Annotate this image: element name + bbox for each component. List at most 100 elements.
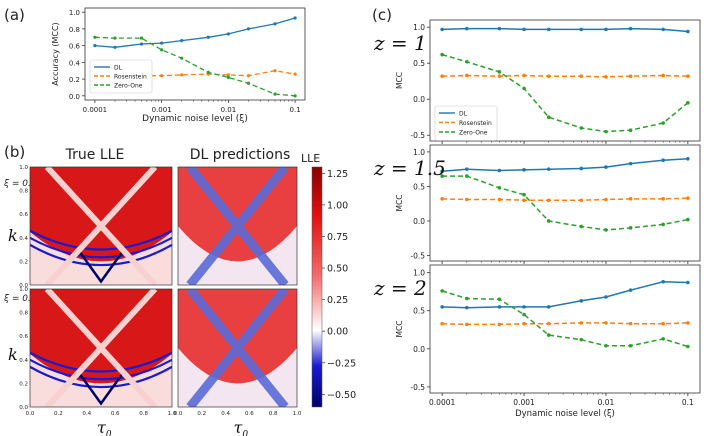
data-point-zero-one [522, 192, 526, 197]
heatmap-x-tick-label: 0.0 [26, 411, 35, 417]
data-point-rosenstein [546, 198, 551, 203]
data-point-zero-one [604, 343, 608, 348]
data-point-rosenstein [579, 198, 584, 203]
data-point-zero-one [579, 126, 584, 130]
data-point-rosenstein [546, 74, 551, 78]
data-point-dl [180, 39, 184, 43]
heatmap-true-lle-xi-0001: 0.0 0.2 0.4 0.6 0.8 1.0 [19, 165, 173, 289]
data-point-dl [661, 158, 665, 162]
data-point-dl [160, 41, 164, 45]
data-point-dl [139, 42, 144, 46]
y-tick-label: 0.2 [69, 76, 80, 84]
heatmap-x-tick-label: 0.6 [245, 411, 254, 417]
data-point-rosenstein [497, 197, 502, 202]
heatmap-x-tick-label: 1.0 [168, 411, 177, 417]
y-axis-label: MCC [395, 72, 404, 89]
heatmap-x-tick-label: 0.0 [174, 411, 183, 417]
heatmap-ylabel-bottom: k [8, 345, 18, 364]
data-point-rosenstein [160, 74, 164, 78]
y-tick-label: 1.0 [413, 23, 425, 32]
heatmap-x-tick-label: 0.8 [139, 411, 148, 417]
data-point-rosenstein [465, 322, 469, 327]
panel-label-a: (a) [4, 6, 25, 24]
stable-cusp [78, 251, 124, 284]
data-point-rosenstein [628, 74, 633, 78]
data-point-dl [628, 161, 633, 166]
data-point-zero-one [465, 59, 469, 64]
data-point-zero-one [497, 186, 502, 190]
y-axis-label: Accuracy (MCC) [51, 22, 60, 85]
data-point-zero-one [139, 36, 144, 40]
chart-c-z1: -0.5 0.0 0.5 1.0 MCC DL Rosenstein Zero-One z = … [373, 19, 701, 144]
data-point-rosenstein [604, 321, 608, 325]
data-point-zero-one [628, 128, 633, 132]
data-point-zero-one [686, 344, 690, 349]
data-point-zero-one [661, 222, 665, 227]
data-point-rosenstein [273, 69, 277, 73]
data-point-dl [579, 166, 584, 171]
data-point-dl [686, 280, 690, 285]
data-point-dl [604, 165, 608, 169]
heatmap-xlabel: τ0 [234, 418, 249, 436]
data-point-rosenstein [686, 74, 690, 78]
data-point-zero-one [628, 226, 633, 230]
data-point-zero-one [440, 174, 444, 178]
data-point-zero-one [628, 343, 633, 348]
heatmap-xlabel: τ0 [97, 418, 112, 436]
stable-cusp [78, 373, 124, 406]
data-point-dl [246, 27, 251, 31]
data-point-zero-one [604, 228, 608, 232]
panel-label-c: (c) [372, 6, 392, 24]
chart-c-z2: -0.5 0.0 0.5 1.0 0.0001 0.001 0.01 0.1 MCC Dynami… [373, 264, 701, 419]
colorbar-tick-label: 1.00 [327, 200, 348, 211]
data-point-zero-one [522, 312, 526, 317]
data-point-rosenstein [686, 321, 690, 325]
legend-label: Rosenstein [459, 120, 492, 127]
x-tick-label: 0.0001 [429, 398, 455, 407]
stable-band [30, 229, 172, 251]
data-point-dl [497, 168, 502, 173]
data-point-dl [522, 305, 526, 309]
heatmap-ylabel-top: k [8, 226, 18, 245]
data-point-dl [497, 305, 502, 309]
data-point-zero-one [465, 174, 469, 178]
series-line-rosenstein [442, 197, 688, 201]
data-point-zero-one [661, 337, 665, 341]
data-point-dl [686, 29, 690, 34]
heatmap-x-tick-label: 0.8 [269, 411, 278, 417]
colorbar-tick-label: 0.25 [327, 295, 348, 306]
legend-label: Zero-One [114, 83, 143, 90]
data-point-dl [686, 157, 690, 161]
data-point-dl [546, 167, 551, 171]
heatmap-x-tick-label: 1.0 [293, 411, 302, 417]
data-point-dl [465, 26, 469, 31]
data-point-zero-one [180, 56, 184, 60]
heatmap-x-tick-label: 0.2 [197, 411, 206, 417]
data-point-rosenstein [522, 321, 526, 326]
stable-region [30, 231, 172, 285]
y-tick-label: 1.0 [413, 269, 425, 278]
series-line-rosenstein [442, 74, 688, 78]
data-point-dl [628, 288, 633, 292]
y-tick-label: -0.5 [410, 251, 425, 260]
data-point-rosenstein [465, 73, 469, 78]
data-point-rosenstein [628, 321, 633, 326]
data-point-rosenstein [522, 198, 526, 203]
heatmap-frame [29, 288, 173, 408]
data-point-zero-one [579, 337, 584, 342]
data-point-zero-one [522, 86, 526, 91]
chart-c-z15: -0.5 0.0 0.5 1.0 MCC z = 1.5 [373, 144, 701, 264]
y-tick-label: 0.0 [413, 345, 425, 354]
data-point-rosenstein [440, 197, 444, 201]
y-tick-label: 0.5 [413, 59, 425, 68]
heatmap-frame [29, 166, 173, 286]
heatmap-y-tick-label: 1.0 [19, 287, 28, 293]
data-point-zero-one [293, 94, 297, 98]
y-tick-label: 0.0 [413, 217, 425, 226]
data-point-rosenstein [246, 74, 251, 78]
data-point-zero-one [604, 129, 608, 134]
data-point-rosenstein [661, 73, 665, 78]
data-point-zero-one [440, 52, 444, 57]
y-tick-label: 0.5 [413, 307, 425, 316]
colorbar-tick-label: −0.50 [327, 390, 356, 401]
